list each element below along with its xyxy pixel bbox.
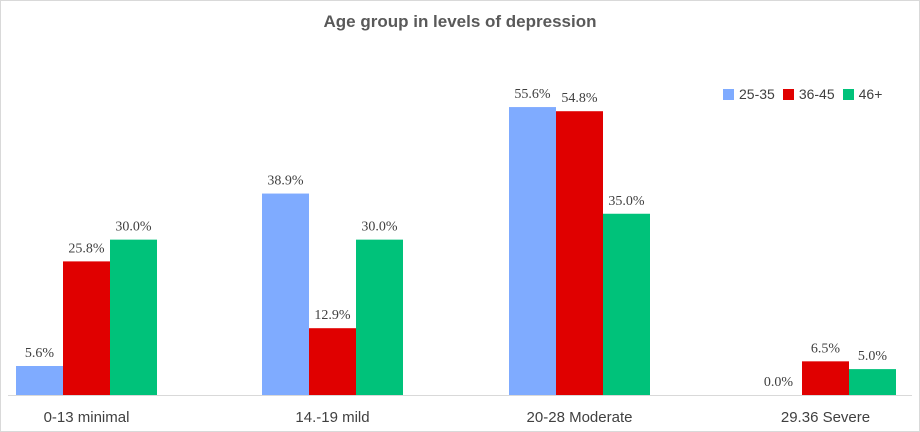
bar-25-35-1 <box>262 193 309 395</box>
data-label-46+-1: 30.0% <box>361 220 398 235</box>
data-label-46+-3: 5.0% <box>858 349 888 364</box>
category-label-3: 29.36 Severe <box>781 409 870 426</box>
bar-36-45-1 <box>309 328 356 395</box>
data-label-46+-0: 30.0% <box>115 220 152 235</box>
category-label-2: 20-28 Moderate <box>527 409 633 426</box>
data-label-25-35-3: 0.0% <box>764 375 794 390</box>
data-label-25-35-0: 5.6% <box>25 346 55 361</box>
legend-item-46-plus: 46+ <box>842 86 883 102</box>
data-label-36-45-3: 6.5% <box>811 341 841 356</box>
data-label-25-35-2: 55.6% <box>514 87 551 102</box>
bar-36-45-2 <box>556 111 603 395</box>
data-label-46+-2: 35.0% <box>608 194 645 209</box>
legend-swatch-46-plus <box>842 88 854 100</box>
legend-swatch-36-45 <box>782 88 794 100</box>
data-label-36-45-0: 25.8% <box>68 241 105 256</box>
legend-item-36-45: 36-45 <box>782 86 835 102</box>
data-label-36-45-1: 12.9% <box>314 308 351 323</box>
legend-label-46-plus: 46+ <box>858 86 883 102</box>
legend-label-36-45: 36-45 <box>798 86 835 102</box>
data-label-25-35-1: 38.9% <box>267 174 304 189</box>
data-label-36-45-2: 54.8% <box>561 91 598 106</box>
bar-25-35-0 <box>16 366 63 395</box>
legend-item-25-35: 25-35 <box>723 86 775 102</box>
bar-46+-0 <box>110 239 157 395</box>
bar-36-45-0 <box>63 261 110 395</box>
category-label-1: 14.-19 mild <box>295 409 369 426</box>
bar-36-45-3 <box>802 361 849 395</box>
bar-25-35-2 <box>509 107 556 396</box>
bar-46+-2 <box>603 213 650 395</box>
legend-swatch-25-35 <box>723 88 734 100</box>
chart-title: Age group in levels of depression <box>323 12 597 31</box>
bar-46+-3 <box>849 369 896 395</box>
bar-46+-1 <box>356 239 403 395</box>
legend-label-25-35: 25-35 <box>739 86 775 102</box>
category-label-0: 0-13 minimal <box>44 409 130 426</box>
legend: 25-35 36-45 46+ <box>723 84 890 104</box>
